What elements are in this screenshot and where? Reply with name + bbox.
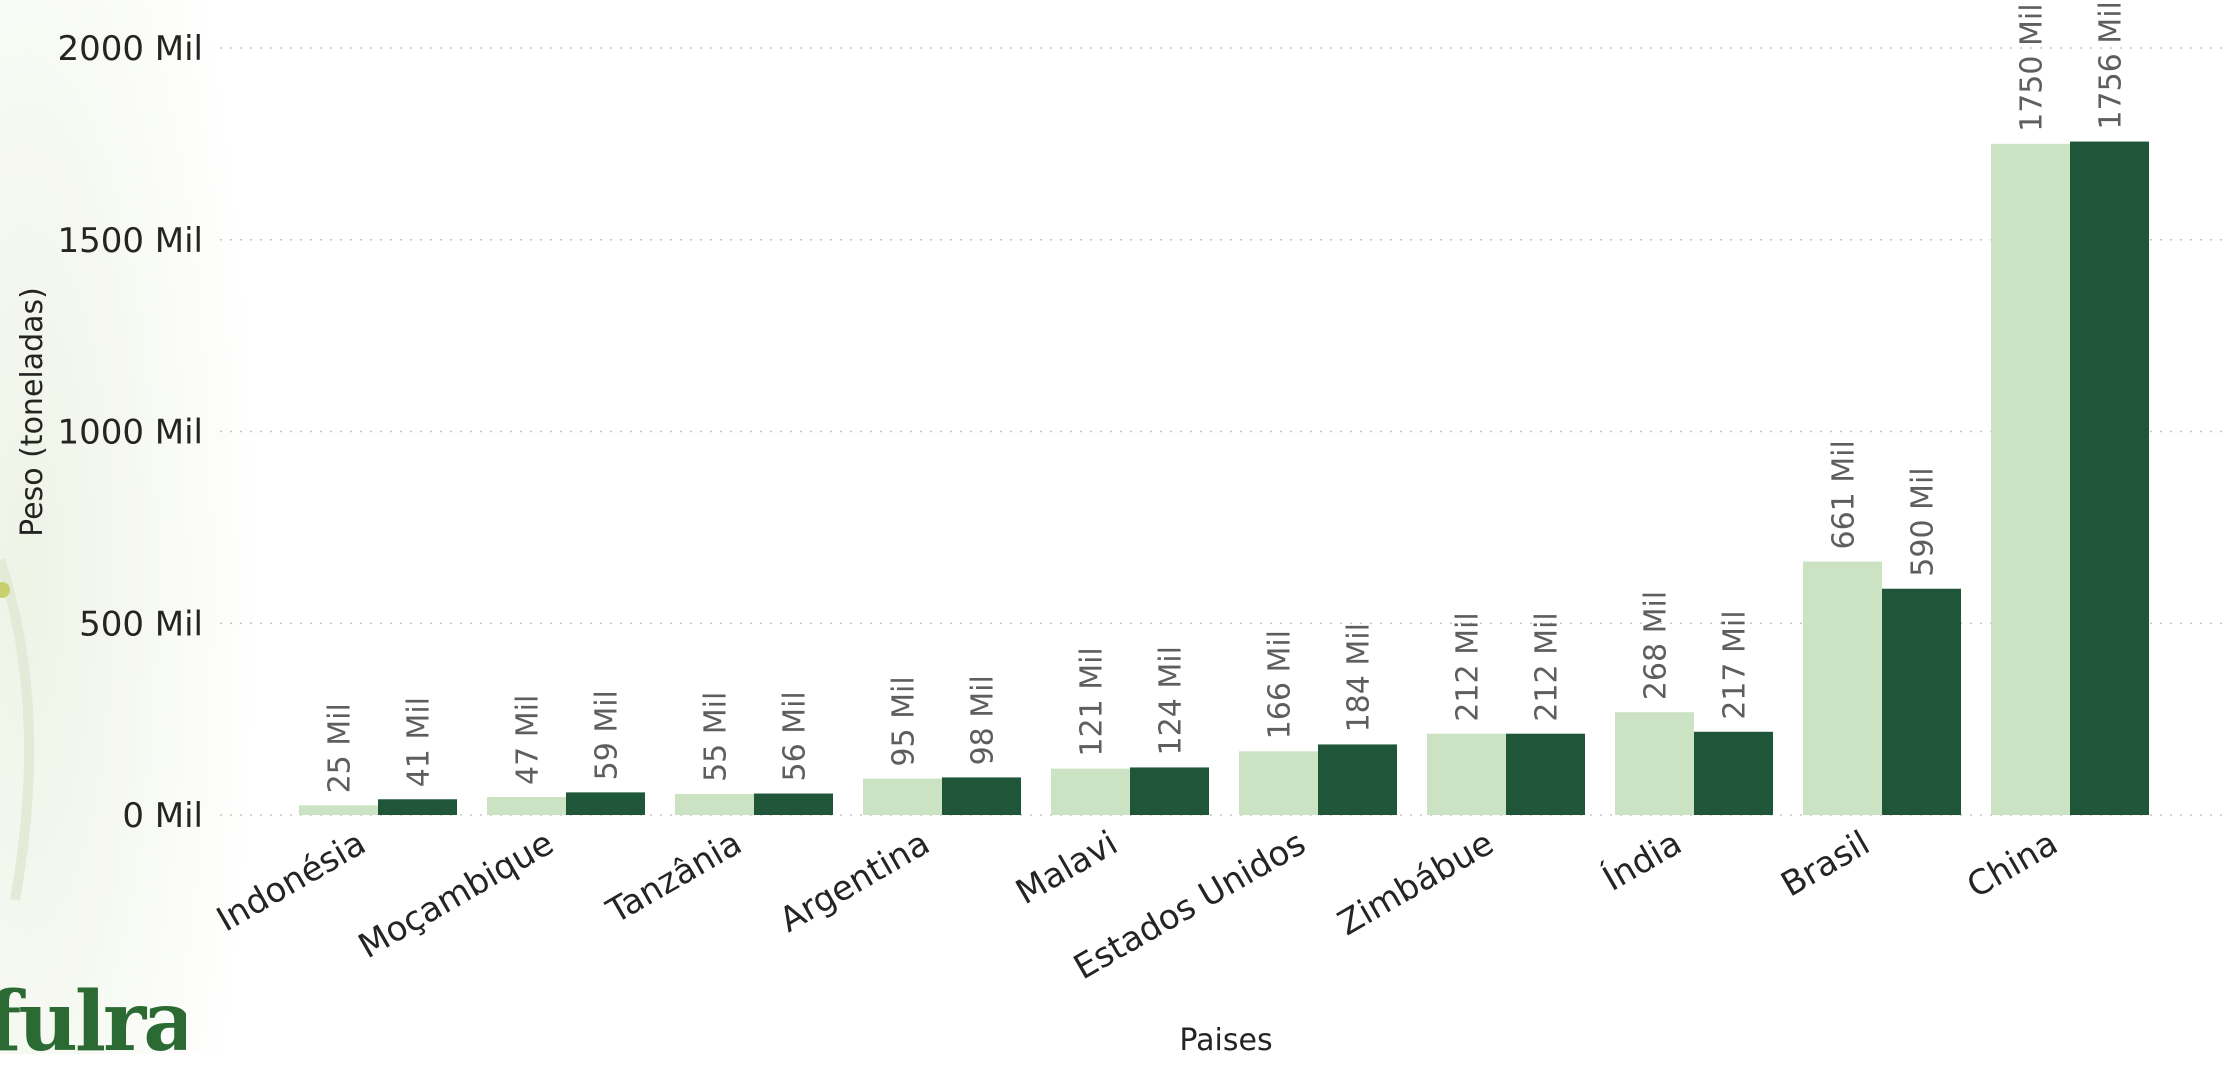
data-label: 95 Mil — [887, 676, 922, 766]
bars — [299, 141, 2149, 816]
data-label: 268 Mil — [1639, 591, 1674, 700]
bar[interactable] — [1803, 561, 1882, 815]
background-leaf-decoration — [0, 0, 260, 1054]
bar[interactable] — [487, 796, 566, 815]
bar[interactable] — [1318, 744, 1397, 815]
y-tick-label: 1000 Mil — [57, 413, 203, 453]
bar[interactable] — [1427, 733, 1506, 815]
data-label: 98 Mil — [966, 675, 1001, 765]
x-tick-label: Indonésia — [210, 823, 372, 940]
data-label: 25 Mil — [323, 703, 358, 793]
bar[interactable] — [378, 799, 457, 815]
y-tick-label: 2000 Mil — [57, 29, 203, 69]
bar[interactable] — [566, 792, 645, 815]
data-label: 212 Mil — [1451, 612, 1486, 721]
x-tick-label: Índia — [1596, 822, 1689, 899]
y-axis-ticks: 0 Mil 500 Mil 1000 Mil 1500 Mil 2000 Mil — [57, 29, 203, 836]
y-axis-title: Peso (toneladas) — [15, 287, 50, 537]
data-label: 217 Mil — [1718, 610, 1753, 719]
data-label: 47 Mil — [511, 695, 546, 785]
x-axis-title: Paises — [1179, 1023, 1272, 1054]
data-label: 124 Mil — [1154, 646, 1189, 755]
data-label: 55 Mil — [699, 692, 734, 782]
data-label: 121 Mil — [1075, 647, 1110, 756]
x-tick-label: Argentina — [773, 823, 937, 941]
bar[interactable] — [1991, 143, 2070, 815]
data-labels: 25 Mil 41 Mil 47 Mil 59 Mil 55 Mil 56 Mil 95 M… — [323, 1, 2129, 793]
x-tick-label: China — [1960, 823, 2064, 906]
svg-text:fulra: fulra — [0, 974, 186, 1064]
bar-chart: 0 Mil 500 Mil 1000 Mil 1500 Mil 2000 Mil 25 … — [15, 1, 2225, 1054]
bar[interactable] — [1506, 733, 1585, 815]
bar[interactable] — [754, 793, 833, 815]
data-label: 212 Mil — [1530, 612, 1565, 721]
x-tick-label: Zimbábue — [1331, 823, 1500, 944]
bar[interactable] — [1882, 588, 1961, 815]
brand-logo: fulra — [0, 964, 198, 1077]
bar[interactable] — [863, 778, 942, 815]
data-label: 1750 Mil — [2015, 3, 2050, 131]
y-tick-label: 500 Mil — [79, 604, 203, 644]
data-label: 56 Mil — [778, 691, 813, 781]
bar[interactable] — [299, 805, 378, 815]
data-label: 661 Mil — [1827, 440, 1862, 549]
data-label: 184 Mil — [1342, 623, 1377, 732]
bar[interactable] — [1130, 767, 1209, 815]
x-tick-label: Malavi — [1009, 823, 1124, 913]
x-tick-label: Brasil — [1774, 823, 1876, 905]
bar[interactable] — [1615, 712, 1694, 815]
data-label: 59 Mil — [590, 690, 625, 780]
bar[interactable] — [675, 793, 754, 815]
bar[interactable] — [1239, 751, 1318, 815]
y-tick-label: 0 Mil — [122, 796, 203, 836]
data-label: 1756 Mil — [2094, 1, 2129, 129]
x-tick-label: Moçambique — [352, 823, 561, 967]
bar[interactable] — [2070, 141, 2149, 816]
data-label: 590 Mil — [1906, 467, 1941, 576]
bar[interactable] — [1051, 768, 1130, 815]
bar[interactable] — [942, 777, 1021, 815]
bar[interactable] — [1694, 731, 1773, 815]
y-tick-label: 1500 Mil — [57, 221, 203, 261]
data-label: 41 Mil — [402, 697, 437, 787]
data-label: 166 Mil — [1263, 630, 1298, 739]
x-tick-label: Tanzânia — [599, 823, 748, 932]
